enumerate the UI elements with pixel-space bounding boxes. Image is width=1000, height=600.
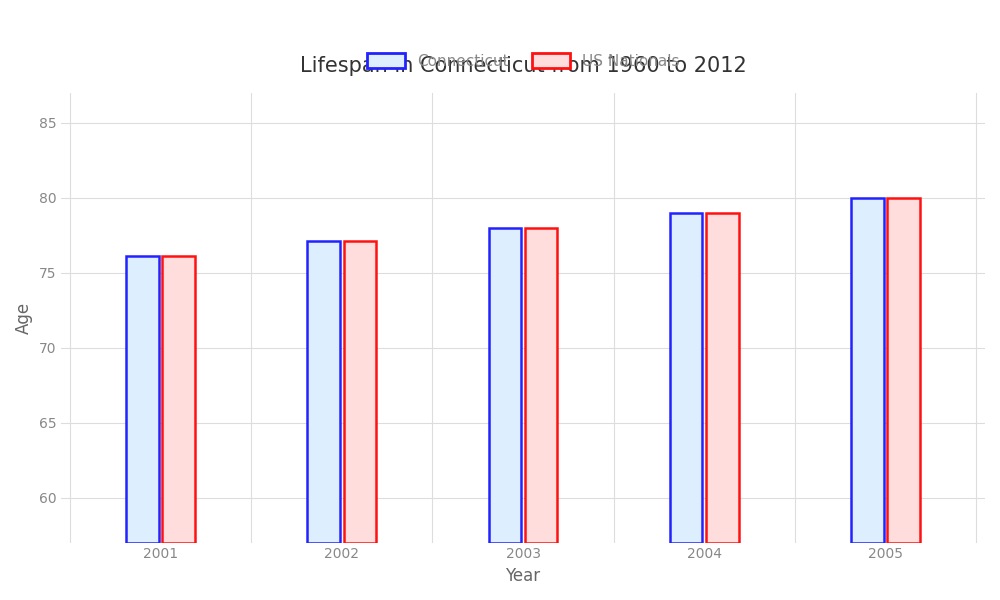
Bar [307, 241, 340, 542]
Bar [851, 198, 884, 542]
Bar [887, 198, 920, 542]
X-axis label: Year: Year [505, 567, 541, 585]
Bar [126, 256, 159, 542]
Title: Lifespan in Connecticut from 1960 to 2012: Lifespan in Connecticut from 1960 to 201… [300, 56, 746, 76]
Bar [525, 228, 557, 542]
Bar [344, 241, 376, 542]
Bar [162, 256, 195, 542]
Y-axis label: Age: Age [15, 302, 33, 334]
Bar [706, 213, 739, 542]
Bar [670, 213, 702, 542]
Bar [489, 228, 521, 542]
Legend: Connecticut, US Nationals: Connecticut, US Nationals [360, 46, 686, 74]
